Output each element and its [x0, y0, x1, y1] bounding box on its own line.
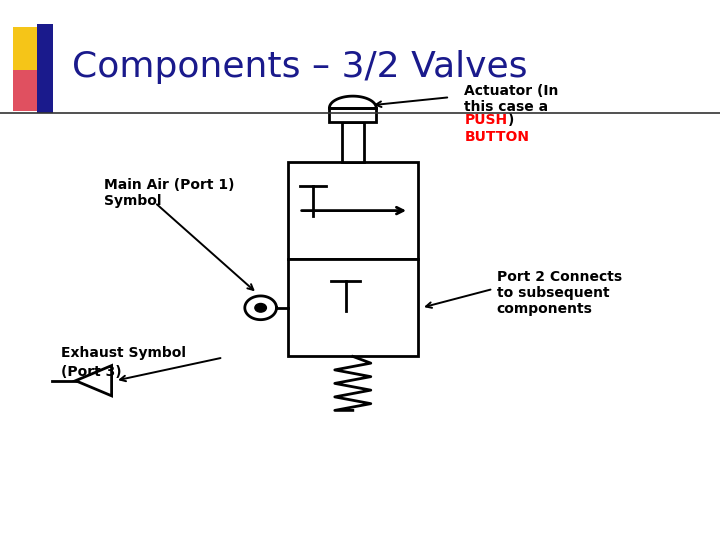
- Text: ): ): [508, 113, 515, 127]
- Bar: [37, 24, 53, 113]
- Bar: [13, 27, 48, 73]
- Polygon shape: [76, 366, 112, 396]
- Text: (Port 3): (Port 3): [61, 364, 122, 379]
- Circle shape: [255, 303, 266, 312]
- Text: Main Air (Port 1)
Symbol: Main Air (Port 1) Symbol: [104, 178, 235, 208]
- Text: PUSH
BUTTON: PUSH BUTTON: [464, 113, 529, 144]
- Bar: [13, 70, 48, 111]
- Bar: [330, 108, 376, 122]
- Text: Exhaust Symbol: Exhaust Symbol: [61, 346, 186, 360]
- Text: Port 2 Connects
to subsequent
components: Port 2 Connects to subsequent components: [497, 270, 622, 316]
- Text: Actuator (In
this case a: Actuator (In this case a: [464, 84, 559, 114]
- Bar: [288, 259, 418, 356]
- Bar: [288, 162, 418, 259]
- Bar: [342, 122, 364, 162]
- Text: Components – 3/2 Valves: Components – 3/2 Valves: [72, 51, 528, 84]
